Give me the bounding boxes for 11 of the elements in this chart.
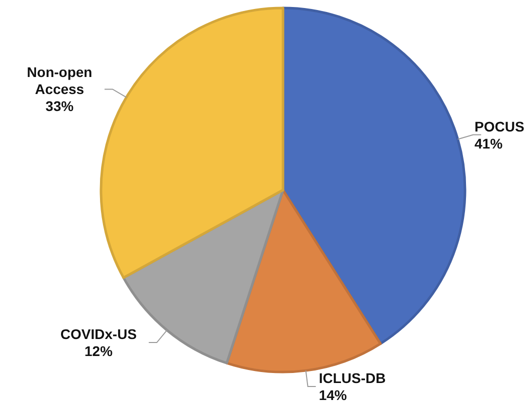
slice-label: Non-open Access: [26, 64, 92, 98]
data-label: 14%: [318, 386, 348, 403]
data-label: 12%: [84, 343, 114, 360]
slice-label: ICLUS-DB: [318, 370, 386, 386]
pie-slice: [226, 188, 382, 373]
data-label: 41%: [474, 135, 504, 152]
slice-label: POCUS: [474, 118, 524, 134]
pie-slice: [282, 6, 466, 345]
pie-slice: [100, 6, 284, 279]
data-label: 33%: [46, 98, 74, 114]
slice-label: COVIDx-US: [60, 326, 137, 342]
